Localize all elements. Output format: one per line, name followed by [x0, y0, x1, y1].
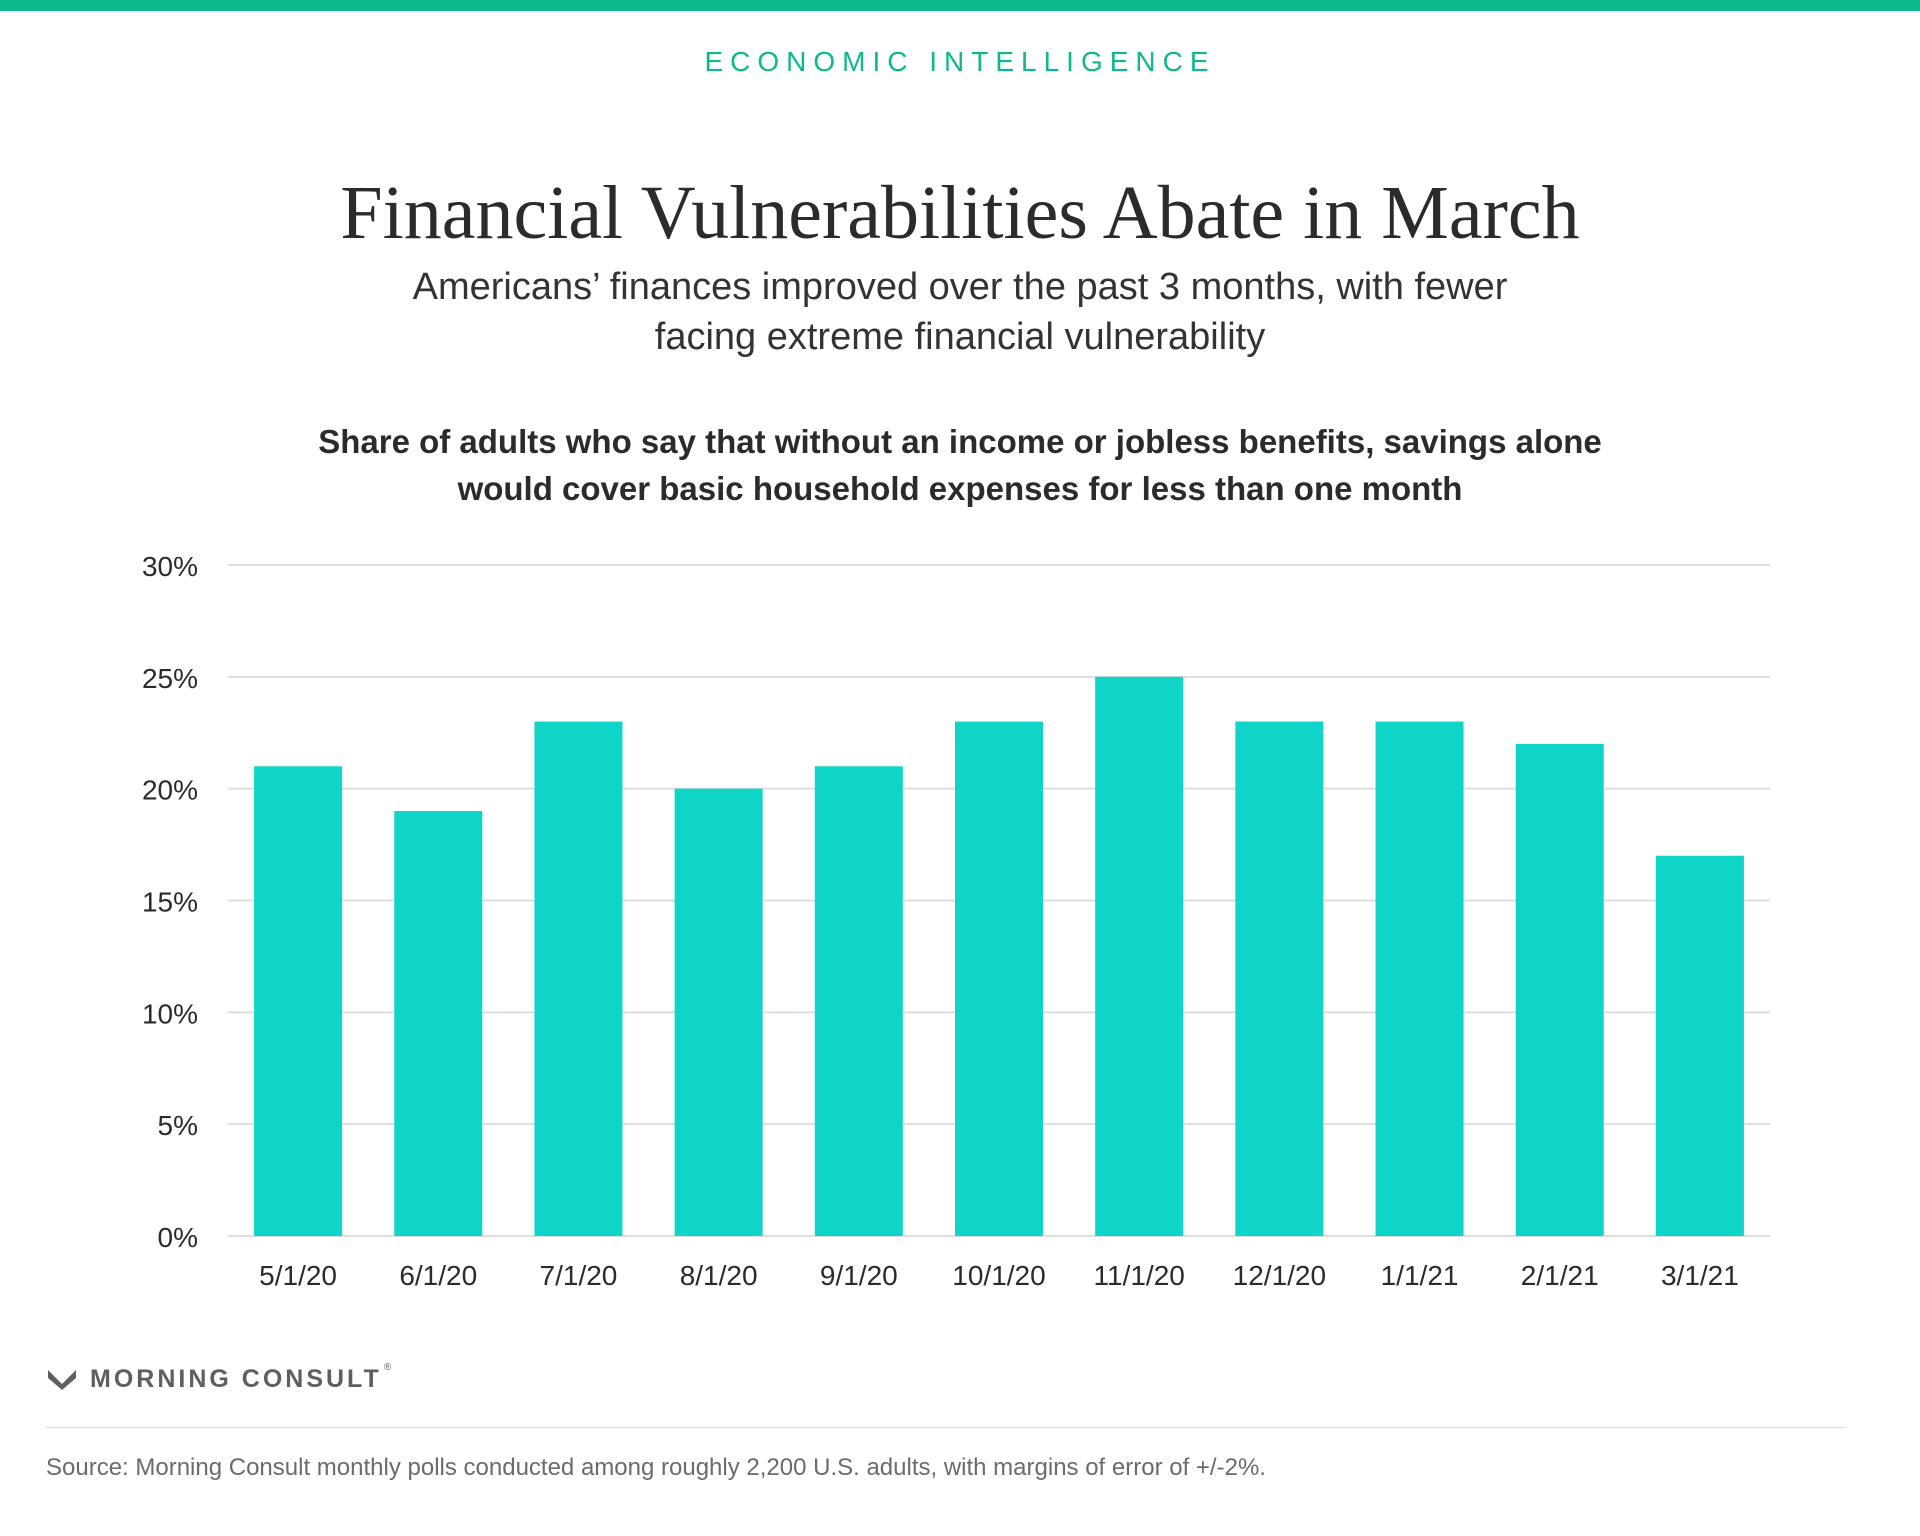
bar: [254, 766, 343, 1236]
bar-chart: 0% 5% 10% 15% 20% 25% 30% 5/1/20 6/1/20 7/1/20 8/1…: [142, 551, 1770, 1291]
x-tick-label: 9/1/20: [820, 1260, 898, 1291]
brand-name: MORNING CONSULT: [90, 1364, 382, 1393]
bar: [1655, 855, 1744, 1236]
y-tick-label: 5%: [158, 1110, 198, 1141]
x-tick-label: 6/1/20: [399, 1260, 477, 1291]
bar: [1095, 676, 1184, 1236]
bar: [814, 766, 903, 1236]
x-tick-label: 2/1/21: [1521, 1260, 1599, 1291]
bar: [1235, 721, 1324, 1236]
section-kicker: ECONOMIC INTELLIGENCE: [704, 46, 1216, 77]
x-tick-label: 10/1/20: [952, 1260, 1045, 1291]
bar: [394, 811, 483, 1236]
footer-divider: [46, 1427, 1846, 1428]
y-tick-label: 20%: [142, 775, 198, 806]
bar: [534, 721, 623, 1236]
x-tick-label: 7/1/20: [540, 1260, 618, 1291]
morning-consult-logo-icon: [48, 1370, 76, 1390]
registered-mark: ®: [383, 1362, 392, 1373]
bar: [1375, 721, 1464, 1236]
page-title: Financial Vulnerabilities Abate in March: [340, 171, 1580, 255]
y-tick-label: 25%: [142, 663, 198, 694]
bar: [1515, 743, 1604, 1236]
x-tick-label: 12/1/20: [1233, 1260, 1326, 1291]
y-tick-label: 30%: [142, 551, 198, 582]
brand-logo: MORNING CONSULT ®: [46, 1362, 391, 1396]
chart-title: Share of adults who say that without an …: [318, 423, 1602, 507]
source-note: Source: Morning Consult monthly polls co…: [46, 1454, 1266, 1481]
y-tick-label: 15%: [142, 887, 198, 918]
x-tick-label: 5/1/20: [259, 1260, 337, 1291]
page-subtitle: Americans’ finances improved over the pa…: [412, 266, 1508, 358]
y-tick-label: 0%: [158, 1222, 198, 1253]
x-tick-label: 11/1/20: [1094, 1260, 1185, 1291]
top-accent-bar: [0, 0, 1920, 11]
bar: [955, 721, 1043, 1236]
x-tick-label: 8/1/20: [680, 1260, 758, 1291]
y-tick-label: 10%: [142, 998, 198, 1029]
x-tick-label: 1/1/21: [1381, 1260, 1459, 1291]
x-tick-label: 3/1/21: [1661, 1260, 1739, 1291]
bar: [674, 788, 763, 1236]
